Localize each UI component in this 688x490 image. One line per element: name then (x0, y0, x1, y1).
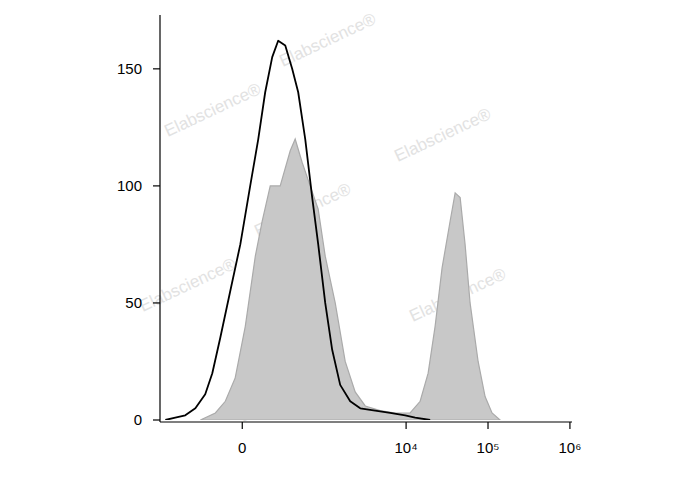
line (165, 41, 430, 420)
x-tick (242, 422, 243, 429)
x-tick (569, 422, 570, 429)
y-axis (159, 15, 160, 422)
y-tick-label: 150 (117, 60, 142, 77)
y-tick (153, 185, 160, 186)
x-tick (487, 422, 488, 429)
x-axis (160, 421, 572, 422)
y-tick (153, 302, 160, 303)
y-tick-label: 100 (117, 177, 142, 194)
x-tick-label: 0 (238, 439, 246, 456)
x-tick-label: 10⁵ (477, 439, 500, 456)
chart: Elabscience®Elabscience®Elabscience®Elab… (0, 0, 688, 490)
area (200, 139, 500, 420)
x-tick (406, 422, 407, 429)
x-tick-label: 10⁴ (395, 439, 418, 456)
watermark: Elabscience® (391, 104, 494, 165)
watermark: Elabscience® (276, 9, 379, 70)
x-tick-label: 10⁶ (558, 439, 581, 456)
watermark: Elabscience® (161, 79, 264, 140)
y-tick-label: 0 (134, 411, 142, 428)
y-tick (153, 68, 160, 69)
y-tick (153, 419, 160, 420)
plot-data (165, 41, 500, 420)
watermark: Elabscience® (136, 254, 239, 315)
y-tick-label: 50 (125, 294, 142, 311)
